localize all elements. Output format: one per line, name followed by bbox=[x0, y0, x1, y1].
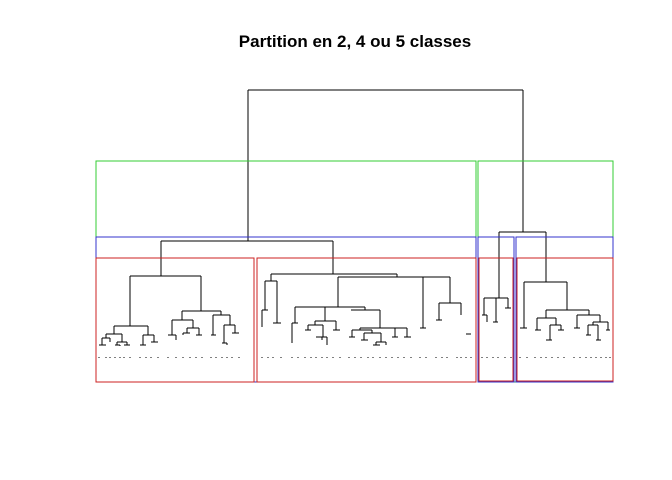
partition-5-box-a bbox=[95, 257, 255, 383]
partition-4-box-a bbox=[95, 236, 477, 383]
partition-5-box-b bbox=[256, 257, 477, 383]
partition-2-box-left bbox=[95, 160, 477, 383]
partition-4-box-b bbox=[477, 236, 515, 383]
partition-rectangles bbox=[95, 160, 614, 383]
partition-5-box-d bbox=[516, 257, 614, 382]
dendrogram-tree bbox=[98, 89, 611, 358]
partition-5-box-c bbox=[478, 257, 514, 382]
chart-title: Partition en 2, 4 ou 5 classes bbox=[239, 32, 471, 51]
